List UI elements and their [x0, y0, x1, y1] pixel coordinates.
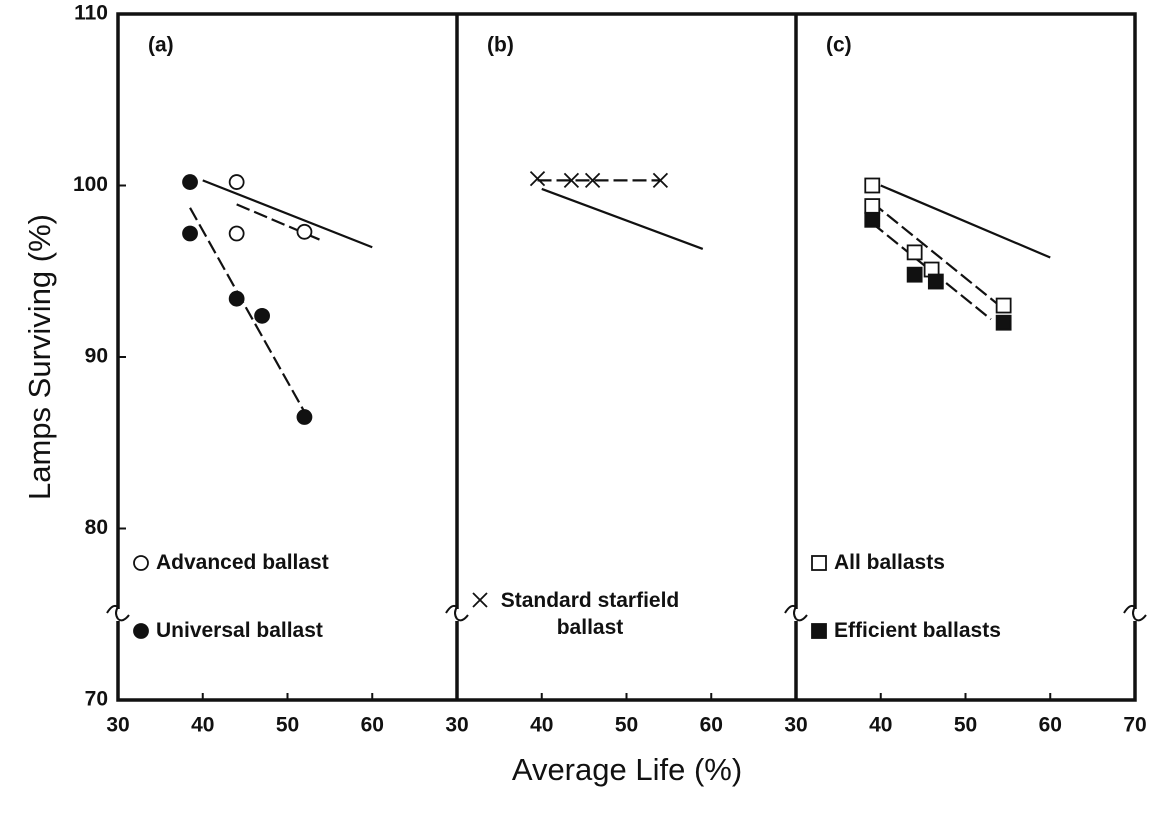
x-tick-label: 60 [361, 714, 384, 737]
point [864, 198, 881, 214]
y-axis-title: Lamps Surviving (%) [22, 214, 57, 500]
x-tick-label: 50 [615, 714, 638, 737]
plot-frame [116, 12, 1137, 702]
legend-label: Efficient ballasts [834, 619, 1001, 642]
x-tick-label: 30 [106, 714, 129, 737]
point [906, 266, 923, 283]
fit-line [189, 207, 306, 413]
y-tick-label: 90 [85, 345, 108, 368]
point [296, 223, 313, 240]
point [228, 290, 245, 307]
legend-marker [811, 555, 827, 571]
point [296, 409, 313, 425]
point [228, 225, 245, 242]
legend-label: All ballasts [834, 551, 945, 574]
panel-label: (c) [826, 34, 852, 57]
point [182, 174, 198, 190]
axis-break-gap [451, 609, 463, 621]
fit-line [541, 187, 704, 250]
legend-label: Standard starfield ballast [500, 589, 680, 639]
point [927, 273, 944, 290]
fit-line [871, 201, 1001, 307]
x-tick-label: 70 [1123, 714, 1146, 737]
axis-break-gap [790, 609, 802, 621]
y-tick-label: 110 [74, 2, 108, 25]
point [254, 307, 270, 324]
y-tick-label: 80 [85, 516, 108, 539]
point [529, 171, 546, 187]
legend-label: Advanced ballast [156, 551, 329, 574]
point [864, 211, 881, 228]
fit-line [880, 184, 1051, 259]
axis-break [1123, 604, 1147, 622]
y-tick-label: 70 [85, 688, 108, 711]
legend-marker [133, 623, 149, 639]
x-tick-label: 50 [954, 714, 977, 737]
point [563, 172, 580, 188]
axis-break [106, 604, 130, 622]
x-tick-label: 40 [869, 714, 892, 737]
point [995, 314, 1012, 331]
axis-break-gap [1129, 609, 1141, 621]
axis-break-gap [112, 609, 124, 621]
legend-label: Universal ballast [156, 619, 323, 642]
axis-break [784, 604, 808, 622]
x-tick-label: 60 [700, 714, 723, 737]
x-tick-label: 40 [191, 714, 214, 737]
legend-marker [811, 623, 827, 639]
point [995, 297, 1012, 314]
point [652, 172, 669, 188]
panel-label: (a) [148, 34, 174, 57]
x-axis-title: Average Life (%) [512, 752, 742, 787]
x-tick-label: 30 [784, 714, 807, 737]
fit-line [202, 179, 373, 249]
point [182, 225, 198, 242]
point [906, 244, 923, 261]
point [584, 172, 601, 188]
panel-label: (b) [487, 34, 514, 57]
legend-marker [472, 592, 488, 608]
point [864, 177, 881, 194]
point [228, 174, 245, 190]
x-tick-label: 30 [445, 714, 468, 737]
x-tick-label: 50 [276, 714, 299, 737]
axis-break [445, 604, 469, 622]
legend-marker [133, 555, 149, 571]
y-tick-label: 100 [73, 173, 108, 196]
x-tick-label: 40 [530, 714, 553, 737]
x-tick-label: 60 [1039, 714, 1062, 737]
